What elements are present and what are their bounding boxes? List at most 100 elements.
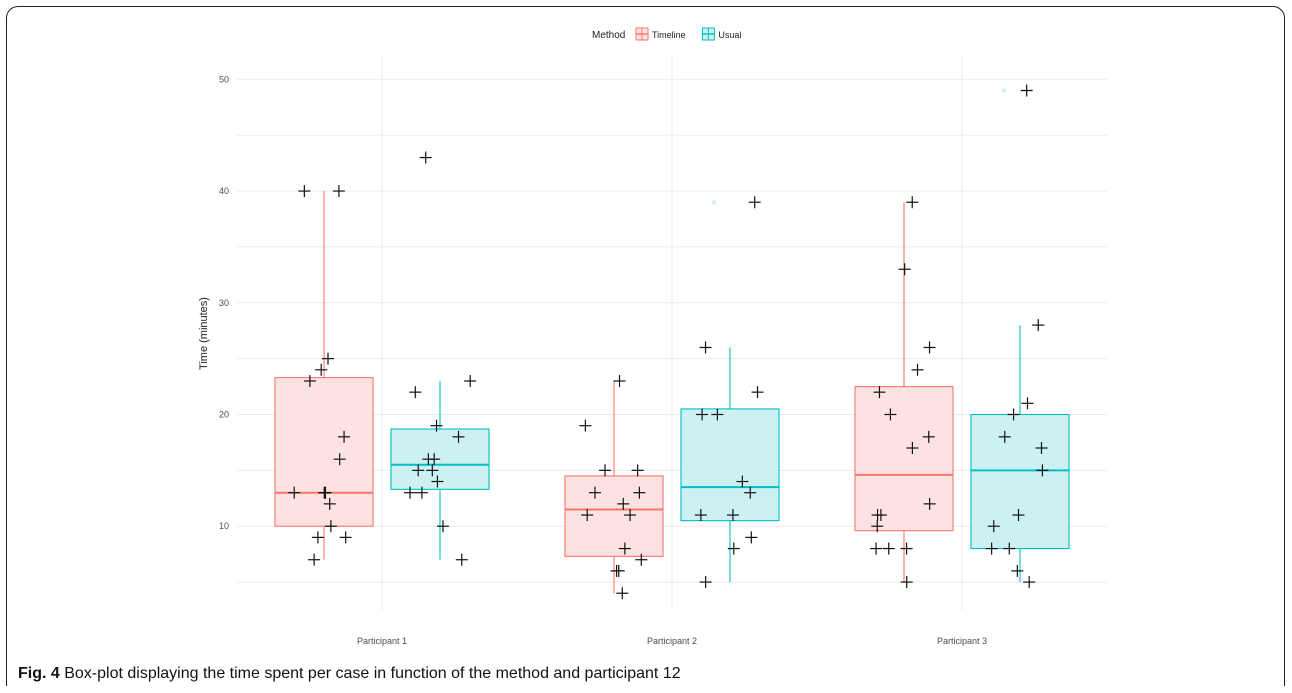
data-point-cross (1021, 397, 1034, 410)
data-point-cross (321, 352, 334, 365)
box-timeline (274, 377, 374, 527)
box-usual (390, 428, 490, 490)
data-point-cross (922, 430, 935, 443)
data-point-cross (436, 520, 449, 533)
box-usual (970, 413, 1070, 550)
box-plot-chart: 10 20 30 40 50 Time (minutes) Participant 1 Par… (198, 27, 1107, 646)
data-point-cross (898, 263, 911, 276)
data-point-cross (699, 576, 712, 589)
data-point-cross (332, 185, 345, 198)
data-point-cross (751, 386, 764, 399)
data-point-cross (610, 564, 623, 577)
data-point-cross (871, 520, 884, 533)
data-point-cross (923, 497, 936, 510)
data-point-cross (727, 542, 740, 555)
box-timeline (564, 475, 664, 557)
jitter-points-layer (288, 84, 1049, 600)
data-point-cross (699, 341, 712, 354)
data-point-cross (624, 509, 637, 522)
outlier-point (712, 200, 716, 205)
data-point-cross (588, 486, 601, 499)
data-point-cross (1035, 442, 1048, 455)
data-point-cross (618, 542, 631, 555)
data-point-cross (1007, 408, 1020, 421)
data-point-cross (736, 475, 749, 488)
data-point-cross (900, 542, 913, 555)
y-tick-label: 50 (219, 74, 229, 84)
y-tick-label: 10 (219, 521, 229, 531)
data-point-cross (633, 486, 646, 499)
data-point-cross (631, 464, 644, 477)
data-point-cross (333, 453, 346, 466)
data-point-cross (694, 509, 707, 522)
data-point-cross (315, 363, 328, 376)
data-point-cross (426, 464, 439, 477)
x-tick-label: Participant 2 (647, 636, 697, 646)
data-point-cross (308, 553, 321, 566)
data-point-cross (906, 442, 919, 455)
boxes-layer (274, 88, 1070, 594)
data-point-cross (455, 553, 468, 566)
data-point-cross (303, 374, 316, 387)
axes-layer: 10 20 30 40 50 Time (minutes) Participant 1 Par… (198, 74, 987, 646)
data-point-cross (870, 542, 883, 555)
data-point-cross (911, 363, 924, 376)
data-point-cross (1020, 84, 1033, 97)
data-point-cross (1012, 509, 1025, 522)
data-point-cross (430, 419, 443, 432)
figure-caption: Fig. 4 Box-plot displaying the time spen… (18, 665, 681, 683)
data-point-cross (464, 374, 477, 387)
data-point-cross (403, 486, 416, 499)
data-point-cross (579, 419, 592, 432)
data-point-cross (745, 531, 758, 544)
data-point-cross (998, 430, 1011, 443)
legend-item-usual: Usual (701, 27, 741, 41)
data-point-cross (744, 486, 757, 499)
data-point-cross (696, 408, 709, 421)
data-point-cross (1036, 464, 1049, 477)
data-point-cross (906, 196, 919, 209)
data-point-cross (873, 386, 886, 399)
data-point-cross (1003, 542, 1016, 555)
data-point-cross (338, 430, 351, 443)
data-point-cross (323, 497, 336, 510)
data-point-cross (987, 520, 1000, 533)
data-point-cross (874, 509, 887, 522)
data-point-cross (1023, 576, 1036, 589)
data-point-cross (748, 196, 761, 209)
legend-item-timeline: Timeline (635, 27, 686, 41)
data-point-cross (711, 408, 724, 421)
data-point-cross (311, 531, 324, 544)
data-point-cross (985, 542, 998, 555)
box-timeline (854, 386, 954, 532)
legend-label: Timeline (652, 30, 686, 40)
data-point-cross (635, 553, 648, 566)
legend-title: Method (592, 30, 625, 41)
data-point-cross (726, 509, 739, 522)
box-usual (680, 408, 780, 522)
outlier-point (1002, 88, 1006, 93)
data-point-cross (923, 341, 936, 354)
x-tick-label: Participant 1 (357, 636, 407, 646)
data-point-cross (599, 464, 612, 477)
data-point-cross (1032, 319, 1045, 332)
data-point-cross (415, 486, 428, 499)
y-axis-label: Time (minutes) (198, 297, 210, 370)
data-point-cross (419, 151, 432, 164)
data-point-cross (298, 185, 311, 198)
y-tick-label: 20 (219, 409, 229, 419)
y-tick-label: 30 (219, 298, 229, 308)
data-point-cross (412, 464, 425, 477)
data-point-cross (882, 542, 895, 555)
data-point-cross (452, 430, 465, 443)
legend-label: Usual (718, 30, 741, 40)
data-point-cross (613, 374, 626, 387)
data-point-cross (431, 475, 444, 488)
data-point-cross (617, 497, 630, 510)
data-point-cross (324, 520, 337, 533)
data-point-cross (288, 486, 301, 499)
data-point-cross (422, 453, 435, 466)
grid-lines (237, 57, 1107, 610)
data-point-cross (339, 531, 352, 544)
data-point-cross (900, 576, 913, 589)
